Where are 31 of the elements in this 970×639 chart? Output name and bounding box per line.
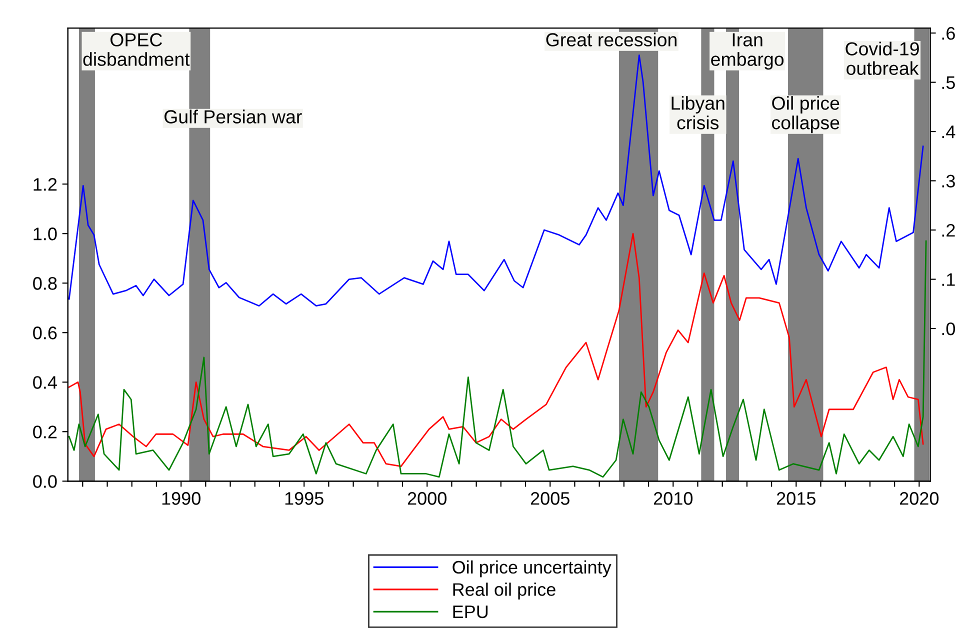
- y2-tick-label: .6: [942, 26, 955, 40]
- band-label: Oil price collapse: [772, 96, 840, 134]
- y-tick-label: 0.4: [33, 376, 57, 389]
- band-label: Gulf Persian war: [164, 110, 302, 124]
- x-tick-label: 1995: [285, 492, 324, 505]
- legend-label: EPU: [453, 606, 488, 618]
- y2-tick-label: .3: [942, 174, 955, 188]
- y2-tick-label: .0: [942, 322, 955, 336]
- x-tick-label: 2005: [530, 492, 570, 505]
- y2-tick-label: .5: [942, 76, 955, 90]
- y2-tick-label: .1: [942, 273, 955, 286]
- y-tick-label: 0.2: [33, 426, 57, 438]
- y-tick-label: 1.2: [34, 178, 57, 191]
- x-tick-label: 2010: [654, 492, 693, 505]
- y-tick-label: 1.0: [34, 228, 57, 240]
- band-label: Great recession: [546, 32, 676, 46]
- y-tick-label: 0.6: [33, 326, 57, 340]
- legend-label: Real oil price: [453, 582, 556, 600]
- band-label: OPEC disbandment: [83, 33, 190, 66]
- y-tick-label: 0.0: [33, 475, 57, 488]
- x-tick-label: 2015: [776, 492, 816, 505]
- band-label: Covid-19 outbreak: [846, 42, 919, 75]
- x-tick-label: 2020: [900, 492, 939, 505]
- y2-tick-label: .4: [942, 126, 956, 138]
- legend-label: Oil price uncertainty: [452, 560, 612, 578]
- band-label: Iran embargo: [711, 33, 784, 70]
- x-tick-label: 1990: [162, 492, 200, 505]
- y-tick-label: 0.8: [33, 277, 57, 290]
- y2-tick-label: .2: [942, 224, 955, 237]
- x-tick-label: 2000: [408, 492, 446, 505]
- band-label: Libyan crisis: [672, 96, 724, 130]
